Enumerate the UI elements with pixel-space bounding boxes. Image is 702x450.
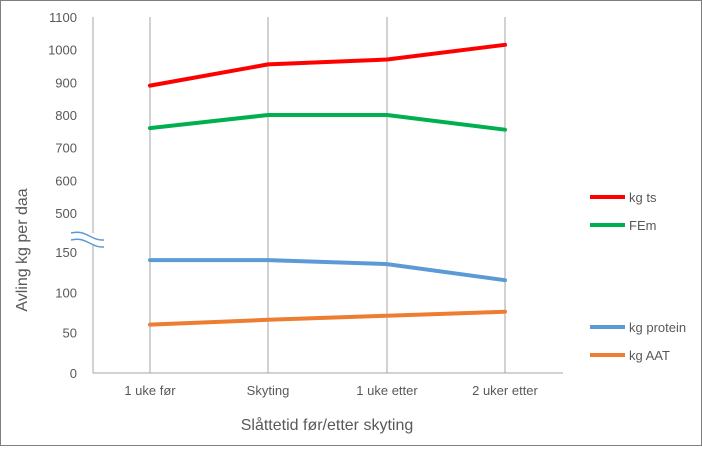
series-line-kg-ts	[148, 42, 507, 88]
axis-break-mark-bottom	[70, 238, 105, 248]
x-tick-label-3: 2 uker etter	[472, 383, 538, 398]
y-tick-label-upper-1100: 1100	[49, 10, 77, 25]
y-tick-label-upper-600: 600	[55, 173, 77, 188]
axis-break	[70, 231, 105, 248]
legend-label-kg-aat: kg AAT	[629, 348, 670, 363]
y-tick-label-upper-1000: 1000	[48, 43, 77, 58]
y-tick-label-upper-900: 900	[55, 75, 77, 90]
series-lines	[148, 42, 507, 327]
y-tick-label-upper-800: 800	[55, 108, 77, 123]
legend: kg ts FEm kg protein kg AAT	[590, 190, 686, 363]
y-tick-label-lower-150: 150	[55, 245, 77, 260]
axis-break-mark-top	[70, 231, 105, 241]
series-line-kg-protein	[148, 258, 507, 283]
legend-label-kg-protein: kg protein	[629, 320, 686, 335]
legend-label-fem: FEm	[629, 218, 656, 233]
legend-label-kg-ts: kg ts	[629, 190, 657, 205]
x-tick-label-1: Skyting	[247, 383, 290, 398]
x-tick-label-0: 1 uke før	[124, 383, 176, 398]
y-tick-label-upper-500: 500	[55, 206, 77, 221]
series-line-fem	[148, 113, 507, 132]
series-line-kg-aat	[148, 309, 507, 327]
tick-labels: 500 600 700 800 900 1000 1100 0 50 100 150 1 uke fø…	[48, 10, 538, 398]
y-tick-label-lower-0: 0	[70, 366, 77, 381]
y-axis-label: Avling kg per daa	[14, 188, 31, 311]
y-tick-label-lower-100: 100	[55, 285, 77, 300]
axes	[92, 17, 563, 374]
y-tick-label-lower-50: 50	[63, 326, 77, 341]
y-tick-label-upper-700: 700	[55, 141, 77, 156]
x-axis-label: Slåttetid før/etter skyting	[241, 416, 414, 434]
x-tick-label-2: 1 uke etter	[356, 383, 418, 398]
